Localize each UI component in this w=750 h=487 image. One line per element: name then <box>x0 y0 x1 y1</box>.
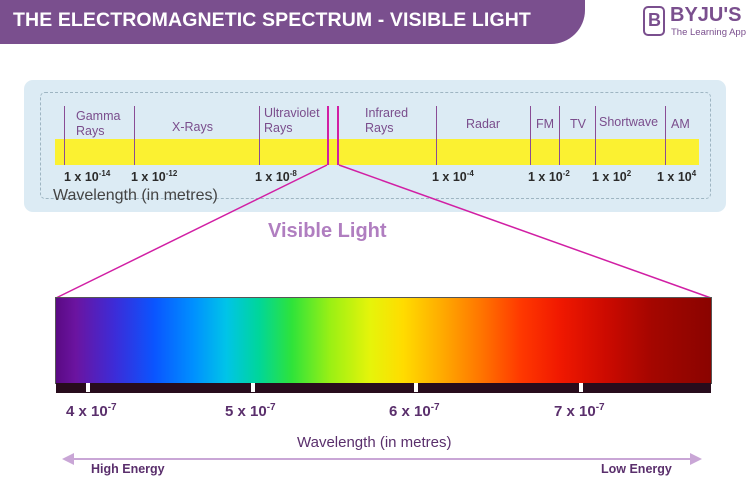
scale-tick <box>86 383 90 392</box>
visible-divider-right <box>337 106 339 165</box>
visible-axis-label: Wavelength (in metres) <box>297 434 452 451</box>
high-energy-label: High Energy <box>91 462 165 476</box>
spectrum-tick-label: 1 x 10-14 <box>64 169 111 185</box>
band-divider <box>134 106 135 165</box>
logo-letter: B <box>648 10 661 30</box>
spectrum-frame <box>40 92 711 199</box>
spectrum-tick-label: 1 x 10-2 <box>528 169 570 185</box>
header-bar <box>0 0 585 44</box>
visible-spectrum-gradient <box>55 297 712 384</box>
wavelength-scale-bar <box>56 383 711 393</box>
scale-tick <box>414 383 418 392</box>
logo-tagline: The Learning App <box>671 27 747 38</box>
zoom-line-right <box>338 164 712 299</box>
visible-tick-label: 7 x 10-7 <box>554 402 605 420</box>
visible-light-title: Visible Light <box>268 220 387 242</box>
byjus-logo-icon: B <box>643 6 665 36</box>
zoom-line-left <box>55 164 328 299</box>
spectrum-axis-label: Wavelength (in metres) <box>53 187 218 204</box>
band-label-shortwave: Shortwave <box>599 115 659 129</box>
scale-tick <box>251 383 255 392</box>
visible-divider-left <box>327 106 329 165</box>
visible-tick-label: 4 x 10-7 <box>66 402 117 420</box>
band-divider <box>64 106 65 165</box>
band-label-radar: Radar <box>466 117 501 131</box>
energy-arrow-icon <box>62 453 702 465</box>
band-divider <box>259 106 260 165</box>
spectrum-tick-label: 1 x 10-12 <box>131 169 178 185</box>
band-label-infrared: Infrared Rays <box>365 106 409 135</box>
low-energy-label: Low Energy <box>601 462 672 476</box>
scale-tick <box>579 383 583 392</box>
spectrum-tick-label: 1 x 102 <box>592 169 632 185</box>
band-divider <box>665 106 666 165</box>
spectrum-tick-label: 1 x 10-8 <box>255 169 297 185</box>
band-divider <box>595 106 596 165</box>
band-label-xrays: X-Rays <box>172 120 213 134</box>
spectrum-tick-label: 1 x 104 <box>657 169 697 185</box>
spectrum-band <box>55 139 699 165</box>
logo-name: BYJU'S <box>670 4 742 26</box>
band-divider <box>559 106 560 165</box>
visible-tick-label: 6 x 10-7 <box>389 402 440 420</box>
page-title: THE ELECTROMAGNETIC SPECTRUM - VISIBLE L… <box>13 9 531 31</box>
band-divider <box>436 106 437 165</box>
band-label-gamma: Gamma Rays <box>76 109 121 138</box>
spectrum-tick-label: 1 x 10-4 <box>432 169 474 185</box>
band-label-tv: TV <box>570 117 586 131</box>
band-label-fm: FM <box>536 117 555 131</box>
visible-tick-label: 5 x 10-7 <box>225 402 276 420</box>
band-label-ultraviolet: Ultraviolet Rays <box>264 106 320 135</box>
band-divider <box>530 106 531 165</box>
band-label-am: AM <box>671 117 690 131</box>
